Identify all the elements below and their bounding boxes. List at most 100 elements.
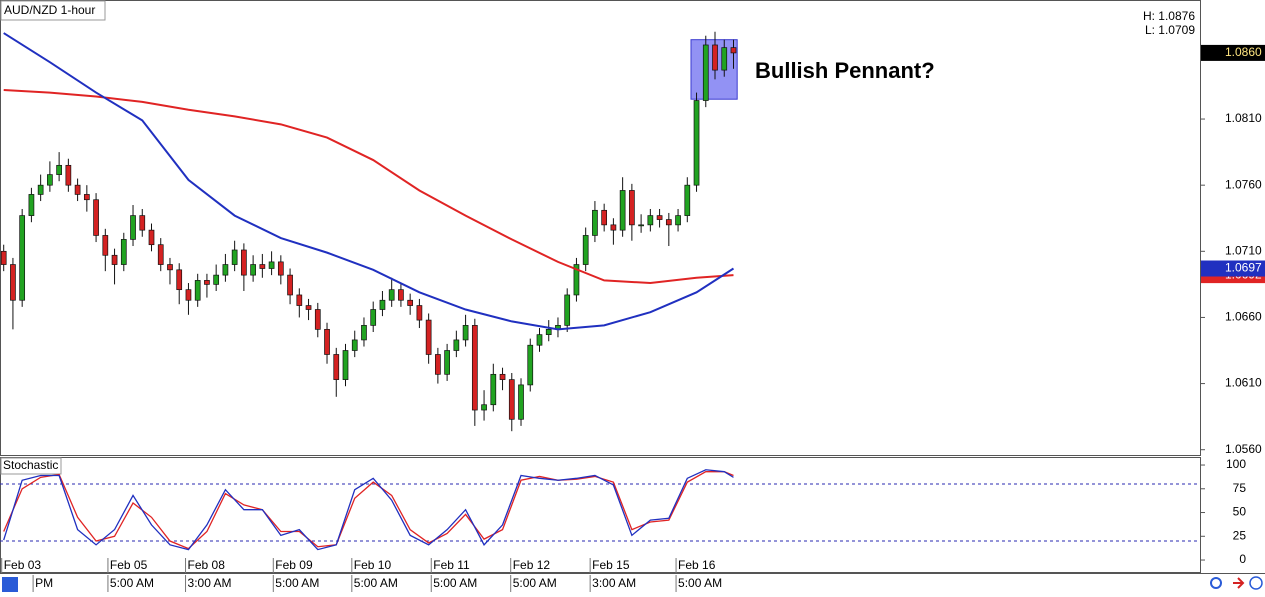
candle-body <box>157 244 164 265</box>
candle-body <box>610 224 617 231</box>
candle-body <box>702 44 709 101</box>
candle-body <box>194 280 201 301</box>
high-label: H: 1.0876 <box>1143 9 1195 23</box>
candle-body <box>231 249 238 265</box>
low-label: L: 1.0709 <box>1145 23 1195 37</box>
candle-body <box>619 190 626 231</box>
price-tag-box <box>1201 260 1265 277</box>
y-tick-label: 1.0560 <box>1225 442 1262 456</box>
x-tick-label: 5:00 AM <box>678 576 722 590</box>
candle-body <box>241 249 247 276</box>
candle-body <box>287 274 293 296</box>
candle-body <box>425 319 432 355</box>
candle-body <box>102 235 109 256</box>
candle-body <box>490 373 497 406</box>
candle-body <box>268 261 275 269</box>
candle-body <box>536 334 543 346</box>
y-tick-label: 100 <box>1226 457 1246 471</box>
candle-body <box>398 289 404 301</box>
annotation: Bullish Pennant? <box>755 58 935 83</box>
y-tick-label: 1.0660 <box>1225 310 1262 324</box>
x-tick-label: 5:00 AM <box>354 576 398 590</box>
candle-body <box>351 339 358 351</box>
x-tick-label: Feb 10 <box>354 558 392 572</box>
candle-body <box>582 235 589 265</box>
main-frame <box>0 0 1201 456</box>
x-tick-label: 5:00 AM <box>275 576 319 590</box>
candle-body <box>416 305 423 321</box>
toolbar-icons <box>2 576 1263 592</box>
candle-body <box>333 354 340 380</box>
x-tick-label: PM <box>35 576 53 590</box>
x-tick-label: Feb 12 <box>513 558 551 572</box>
candle-body <box>462 325 469 341</box>
candle-body <box>277 261 284 276</box>
candle-body <box>388 289 395 301</box>
candle-body <box>56 164 62 175</box>
candle-body <box>0 250 7 265</box>
candle-body <box>721 47 728 71</box>
candle-body <box>370 309 377 326</box>
x-tick-label: Feb 15 <box>592 558 630 572</box>
x-tick-label: Feb 09 <box>275 558 313 572</box>
candle-body <box>305 305 312 310</box>
menu-icon[interactable] <box>2 577 18 592</box>
candle-body <box>573 264 580 296</box>
x-tick-label: 5:00 AM <box>513 576 557 590</box>
candle-body <box>324 328 330 355</box>
candle-body <box>204 280 210 285</box>
candle-body <box>213 274 220 285</box>
candle-body <box>675 215 681 226</box>
x-tick-label: Feb 05 <box>110 558 148 572</box>
candle-body <box>518 384 524 420</box>
candle-body <box>37 184 44 195</box>
candle-body <box>342 350 349 380</box>
candle-body <box>314 309 321 330</box>
chart-title: AUD/NZD 1-hour <box>4 3 95 17</box>
candle-body <box>139 215 146 231</box>
y-tick-label: 50 <box>1233 505 1247 519</box>
moving-average <box>3 32 735 331</box>
stoch-title: Stochastic <box>3 458 58 472</box>
candle-body <box>47 174 53 186</box>
candle-body <box>65 164 72 186</box>
price-tag-box <box>1201 44 1265 61</box>
x-tick-label: 5:00 AM <box>110 576 154 590</box>
candle-body <box>629 190 635 226</box>
candle-body <box>93 199 99 236</box>
candle-body <box>444 350 450 375</box>
candle-body <box>647 215 654 226</box>
candle-body <box>130 215 136 240</box>
candle-body <box>499 373 506 380</box>
x-tick-label: Feb 11 <box>433 558 470 572</box>
y-tick-label: 1.0760 <box>1225 177 1262 191</box>
y-tick-label: 25 <box>1233 528 1247 542</box>
link-icon[interactable] <box>1210 577 1222 589</box>
candle-body <box>453 339 460 351</box>
candle-body <box>712 44 718 71</box>
candle-body <box>508 379 515 420</box>
stoch-line <box>3 471 734 550</box>
candle-body <box>250 264 256 276</box>
candle-body <box>601 209 608 226</box>
candle-body <box>259 264 266 269</box>
candle-body <box>693 100 700 186</box>
candle-body <box>120 239 127 265</box>
y-tick-label: 75 <box>1233 481 1247 495</box>
candle-body <box>638 224 644 227</box>
candle-body <box>176 269 183 291</box>
y-tick-label: 1.0610 <box>1225 376 1262 390</box>
candle-body <box>435 354 441 375</box>
y-tick-label: 0 <box>1239 552 1246 566</box>
candle-body <box>10 264 16 301</box>
candle-body <box>527 344 534 386</box>
candle-body <box>28 194 35 216</box>
x-tick-label: 5:00 AM <box>433 576 477 590</box>
candle-body <box>730 47 737 54</box>
arrow-icon[interactable] <box>1233 577 1245 589</box>
x-tick-label: Feb 08 <box>188 558 226 572</box>
candle-body <box>592 209 598 236</box>
help-icon[interactable] <box>1249 576 1263 590</box>
